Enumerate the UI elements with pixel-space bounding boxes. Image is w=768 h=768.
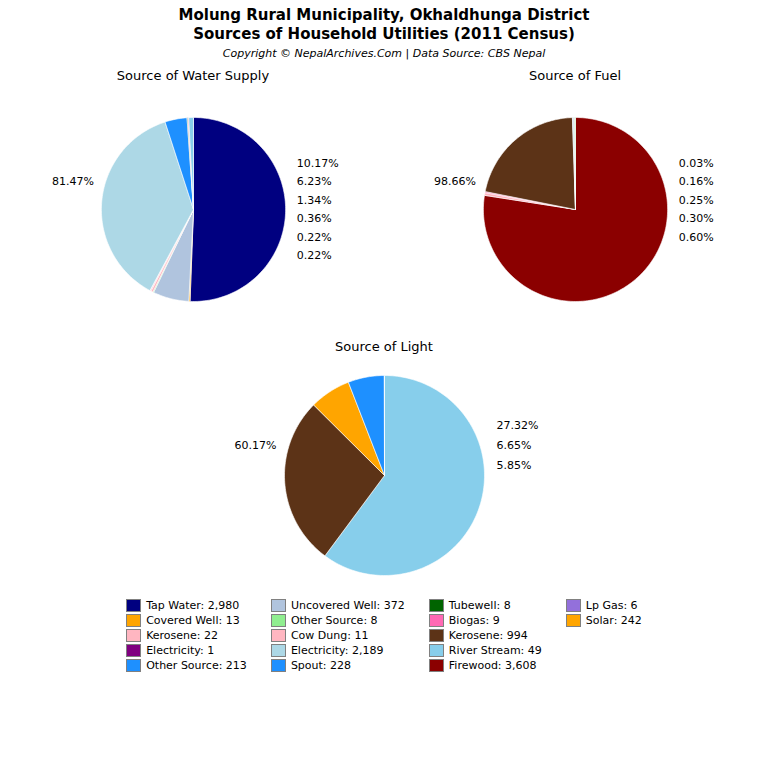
html-text:Uncovered Well: 372: Uncovered Well: 372 [290, 599, 405, 612]
svg-text:5.85%: 5.85% [497, 459, 532, 472]
svg-text:0.25%: 0.25% [679, 194, 714, 207]
html-text:Covered Well: 13: Covered Well: 13 [146, 614, 240, 627]
svg-text:1.34%: 1.34% [297, 194, 332, 207]
html-text:Molung Rural Municipality, Okh: Molung Rural Municipality, Okhaldhunga D… [178, 6, 590, 24]
html-text:Kerosene: 994: Kerosene: 994 [448, 629, 528, 642]
html-text:Cow Dung: 11: Cow Dung: 11 [290, 629, 369, 642]
svg-text:0.30%: 0.30% [679, 212, 714, 225]
html-text:Electricity: 1: Electricity: 1 [146, 644, 215, 657]
html-text:Source of Fuel: Source of Fuel [529, 68, 621, 83]
html-text:Biogas: 9: Biogas: 9 [448, 614, 500, 627]
html-text:Sources of Household Utilities: Sources of Household Utilities (2011 Cen… [193, 25, 575, 43]
html-text:Other Source: 213: Other Source: 213 [146, 659, 247, 672]
svg-text:10.17%: 10.17% [297, 157, 339, 170]
svg-text:0.60%: 0.60% [679, 231, 714, 244]
html-text:Source of Water Supply: Source of Water Supply [116, 68, 270, 83]
svg-text:0.22%: 0.22% [297, 231, 332, 244]
html-text:Tubewell: 8: Tubewell: 8 [448, 599, 511, 612]
svg-text:60.17%: 60.17% [235, 439, 277, 452]
svg-text:98.66%: 98.66% [434, 175, 476, 188]
html-text:Source of Light: Source of Light [335, 339, 433, 354]
svg-text:0.22%: 0.22% [297, 249, 332, 262]
svg-text:6.65%: 6.65% [497, 439, 532, 452]
svg-text:27.32%: 27.32% [497, 419, 539, 432]
html-text:Lp Gas: 6: Lp Gas: 6 [585, 599, 638, 612]
html-text:Kerosene: 22: Kerosene: 22 [146, 629, 218, 642]
html-text:River Stream: 49: River Stream: 49 [448, 644, 542, 657]
svg-text:6.23%: 6.23% [297, 175, 332, 188]
svg-text:0.16%: 0.16% [679, 175, 714, 188]
svg-text:81.47%: 81.47% [52, 175, 94, 188]
svg-text:0.03%: 0.03% [679, 157, 714, 170]
html-text:Spout: 228: Spout: 228 [290, 659, 352, 672]
html-text:Electricity: 2,189: Electricity: 2,189 [290, 644, 384, 657]
html-text:Other Source: 8: Other Source: 8 [290, 614, 378, 627]
html-text:Solar: 242: Solar: 242 [585, 614, 642, 627]
html-text:Copyright © NepalArchives.Com: Copyright © NepalArchives.Com | Data Sou… [222, 47, 546, 60]
html-text:Tap Water: 2,980: Tap Water: 2,980 [146, 599, 240, 612]
html-text:Firewood: 3,608: Firewood: 3,608 [448, 659, 537, 672]
svg-text:0.36%: 0.36% [297, 212, 332, 225]
